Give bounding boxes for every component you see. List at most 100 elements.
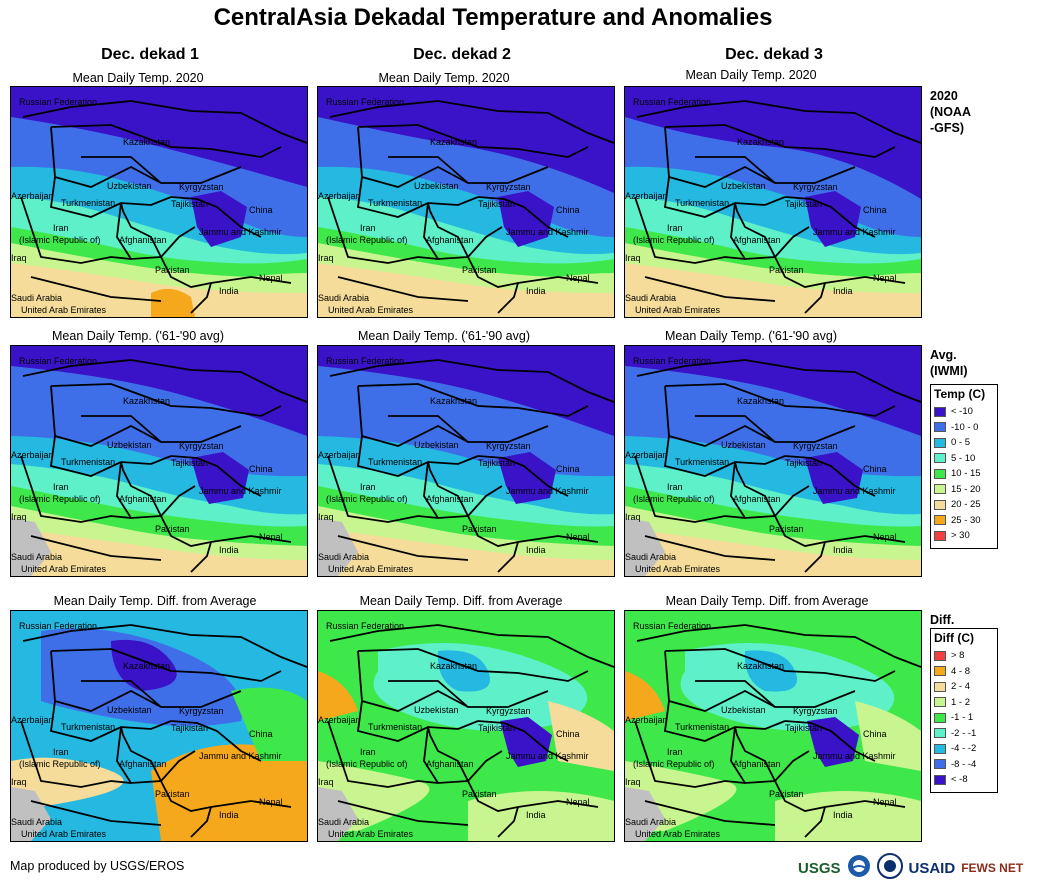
panel-subtitle: Mean Daily Temp. 2020	[72, 71, 204, 85]
map-label-turkmenistan: Turkmenistan	[368, 198, 423, 208]
legend-item: 4 - 8	[934, 664, 994, 680]
legend-swatch	[934, 712, 946, 723]
map-label-nepal: Nepal	[873, 532, 897, 542]
map-label-uae: United Arab Emirates	[328, 564, 414, 574]
map-label-iran: Iran	[53, 747, 69, 757]
map-label-china: China	[863, 729, 887, 739]
map-label-kyrgyzstan: Kyrgyzstan	[179, 182, 224, 192]
legend-label: -1 - 1	[951, 712, 974, 724]
map-label-kyrgyzstan: Kyrgyzstan	[793, 706, 838, 716]
panel-subtitle: Mean Daily Temp. ('61-'90 avg)	[52, 329, 224, 343]
map-label-tajikistan: Tajikistan	[785, 199, 823, 209]
panel-subtitle: Mean Daily Temp. 2020	[378, 71, 510, 85]
column-header-dekad-1: Dec. dekad 1	[101, 46, 199, 63]
legend-item: 0 - 5	[934, 435, 994, 451]
map-label-iran: Iran	[667, 747, 683, 757]
map-label-india: India	[219, 286, 239, 296]
map-label-tajikistan: Tajikistan	[478, 199, 516, 209]
map-label-afghanistan: Afghanistan	[426, 759, 474, 769]
map-label-kyrgyzstan: Kyrgyzstan	[486, 706, 531, 716]
map-panel: Russian Federation Kazakhstan Uzbekistan Ky…	[624, 345, 922, 577]
map-label-uae: United Arab Emirates	[21, 305, 107, 315]
map-label-iran: Iran	[53, 223, 69, 233]
legend-label: 20 - 25	[951, 499, 981, 511]
map-label-turkmenistan: Turkmenistan	[61, 722, 116, 732]
map-label-nepal: Nepal	[566, 532, 590, 542]
map-raster	[11, 87, 307, 317]
map-label-nepal: Nepal	[873, 273, 897, 283]
map-label-uae: United Arab Emirates	[635, 305, 721, 315]
map-label-iran: Iran	[360, 223, 376, 233]
map-label-azerbaijan: Azerbaijan	[11, 450, 54, 460]
map-label-pakistan: Pakistan	[155, 265, 190, 275]
map-label-kyrgyzstan: Kyrgyzstan	[179, 441, 224, 451]
column-header-dekad-2: Dec. dekad 2	[413, 46, 511, 63]
map-label-jammu: Jammu and Kashmir	[813, 227, 896, 237]
agency-logos: USGS USAID FEWS NET	[798, 852, 1023, 884]
map-label-turkmenistan: Turkmenistan	[61, 457, 116, 467]
legend-label: < -10	[951, 406, 973, 418]
legend-swatch	[934, 530, 946, 541]
panel-subtitle: Mean Daily Temp. 2020	[685, 68, 817, 82]
map-label-iran2: (Islamic Republic of)	[633, 235, 715, 245]
legend-item: 2 - 4	[934, 679, 994, 695]
map-label-uae: United Arab Emirates	[635, 564, 721, 574]
map-label-india: India	[526, 286, 546, 296]
legend-swatch	[934, 774, 946, 785]
legend-item: -8 - -4	[934, 757, 994, 773]
map-label-china: China	[863, 464, 887, 474]
map-label-india: India	[833, 286, 853, 296]
map-label-pakistan: Pakistan	[769, 789, 804, 799]
map-label-afghanistan: Afghanistan	[733, 494, 781, 504]
legend-item: 1 - 2	[934, 695, 994, 711]
map-label-iran2: (Islamic Republic of)	[326, 494, 408, 504]
map-label-turkmenistan: Turkmenistan	[675, 198, 730, 208]
map-label-jammu: Jammu and Kashmir	[199, 486, 282, 496]
legend-item: < -8	[934, 772, 994, 788]
map-label-iran: Iran	[667, 223, 683, 233]
legend-swatch	[934, 666, 946, 677]
legend-item: 25 - 30	[934, 513, 994, 529]
credit-text: Map produced by USGS/EROS	[10, 859, 185, 873]
legend-swatch	[934, 650, 946, 661]
map-label-china: China	[556, 205, 580, 215]
legend-swatch	[934, 697, 946, 708]
map-label-azerbaijan: Azerbaijan	[318, 191, 361, 201]
legend-swatch	[934, 499, 946, 510]
map-label-azerbaijan: Azerbaijan	[11, 191, 54, 201]
map-label-afghanistan: Afghanistan	[426, 494, 474, 504]
map-panel: Russian Federation Kazakhstan Uzbekistan Ky…	[317, 610, 615, 842]
map-label-kyrgyzstan: Kyrgyzstan	[793, 441, 838, 451]
map-raster	[625, 87, 921, 317]
map-label-iran: Iran	[360, 747, 376, 757]
legend-label: -4 - -2	[951, 743, 977, 755]
map-label-russia: Russian Federation	[633, 356, 712, 366]
legend-swatch	[934, 728, 946, 739]
map-label-saudi: Saudi Arabia	[11, 817, 63, 827]
map-label-russia: Russian Federation	[633, 97, 712, 107]
map-label-tajikistan: Tajikistan	[478, 458, 516, 468]
map-label-kyrgyzstan: Kyrgyzstan	[486, 182, 531, 192]
map-label-kazakhstan: Kazakhstan	[737, 137, 785, 147]
map-label-kazakhstan: Kazakhstan	[123, 396, 171, 406]
map-label-saudi: Saudi Arabia	[625, 552, 677, 562]
map-label-iraq: Iraq	[625, 777, 641, 787]
map-label-iran2: (Islamic Republic of)	[19, 235, 101, 245]
legend-item: < -10	[934, 404, 994, 420]
map-label-iraq: Iraq	[11, 512, 27, 522]
map-label-uzbekistan: Uzbekistan	[107, 440, 152, 450]
map-label-uae: United Arab Emirates	[21, 564, 107, 574]
map-label-russia: Russian Federation	[633, 621, 712, 631]
legend-swatch	[934, 453, 946, 464]
map-label-jammu: Jammu and Kashmir	[199, 751, 282, 761]
map-label-azerbaijan: Azerbaijan	[318, 715, 361, 725]
map-label-kazakhstan: Kazakhstan	[430, 396, 478, 406]
map-label-iran2: (Islamic Republic of)	[633, 494, 715, 504]
row-label-avg: Avg. (IWMI)	[930, 348, 968, 378]
map-label-pakistan: Pakistan	[769, 524, 804, 534]
panel-subtitle: Mean Daily Temp. Diff. from Average	[665, 594, 869, 608]
map-label-russia: Russian Federation	[19, 356, 98, 366]
noaa-logo-icon	[847, 854, 871, 883]
map-label-saudi: Saudi Arabia	[318, 552, 370, 562]
map-label-kazakhstan: Kazakhstan	[123, 661, 171, 671]
